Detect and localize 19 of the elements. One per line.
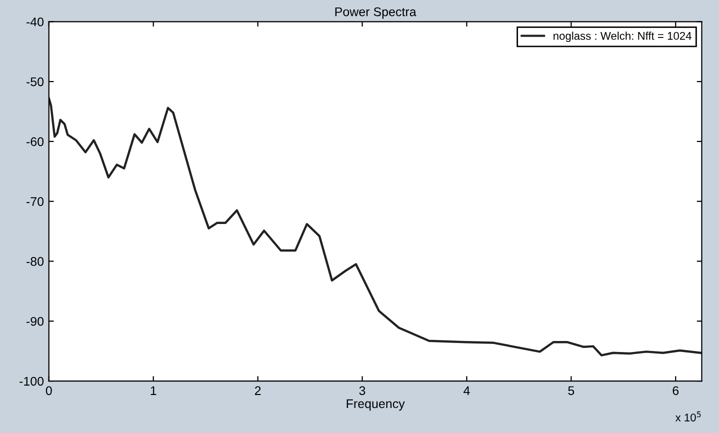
chart-title: Power Spectra — [335, 7, 416, 19]
x-tick-label: 5 — [568, 386, 574, 396]
y-tick-label: -100 — [20, 376, 44, 386]
x-tick-label: 1 — [150, 386, 156, 395]
y-tick-label: -60 — [26, 137, 44, 146]
x-tick-label: 3 — [359, 386, 366, 396]
x-axis-title: Frequency — [346, 399, 405, 411]
x-tick-label: 6 — [672, 386, 679, 396]
x-tick-label: 4 — [464, 386, 470, 395]
x-tick-label: 2 — [254, 386, 261, 395]
y-tick-label: -70 — [26, 197, 44, 206]
text: x 10$^{5}$ — [675, 411, 701, 422]
y-tick-label: -50 — [26, 77, 44, 86]
legend-label: noglass : Welch: Nfft = 1024 — [554, 32, 692, 42]
y-tick-label: -90 — [26, 316, 44, 326]
x-tick-label: 0 — [46, 386, 52, 396]
y-tick-label: -80 — [26, 257, 44, 266]
line-series — [48, 97, 702, 356]
y-tick-label: -40 — [26, 17, 44, 26]
